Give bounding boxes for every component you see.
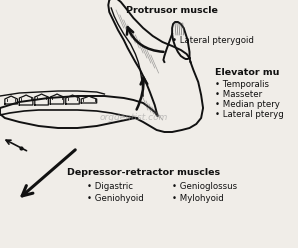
Text: • Lateral pterygoid: • Lateral pterygoid [172, 36, 254, 45]
Text: orgdentist.com: orgdentist.com [99, 114, 168, 123]
Text: • Masseter: • Masseter [215, 90, 262, 99]
Text: • Digastric: • Digastric [87, 182, 133, 191]
Text: • Geniohyoid: • Geniohyoid [87, 194, 144, 203]
Text: Depressor-retractor muscles: Depressor-retractor muscles [66, 168, 220, 177]
Text: Protrusor muscle: Protrusor muscle [126, 6, 218, 15]
Text: • Genioglossus: • Genioglossus [172, 182, 237, 191]
Text: Elevator mu: Elevator mu [215, 68, 279, 77]
Text: • Temporalis: • Temporalis [215, 80, 269, 89]
Text: • Median ptery: • Median ptery [215, 100, 280, 109]
Text: • Lateral pteryg: • Lateral pteryg [215, 110, 283, 119]
Text: • Mylohyoid: • Mylohyoid [172, 194, 224, 203]
